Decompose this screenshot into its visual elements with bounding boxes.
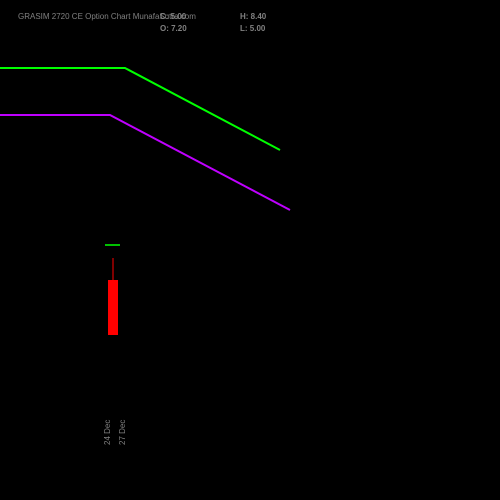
ohlc-stat: H: 8.40 xyxy=(240,12,266,21)
x-tick-label: 27 Dec xyxy=(118,420,127,445)
chart-canvas xyxy=(0,0,500,500)
ohlc-stat: O: 7.20 xyxy=(160,24,187,33)
option-chart: GRASIM 2720 CE Option Chart MunafaSutra.… xyxy=(0,0,500,500)
ohlc-stat: L: 5.00 xyxy=(240,24,265,33)
candle-body xyxy=(108,280,118,335)
ohlc-stat: C: 5.00 xyxy=(160,12,186,21)
x-tick-label: 24 Dec xyxy=(103,420,112,445)
